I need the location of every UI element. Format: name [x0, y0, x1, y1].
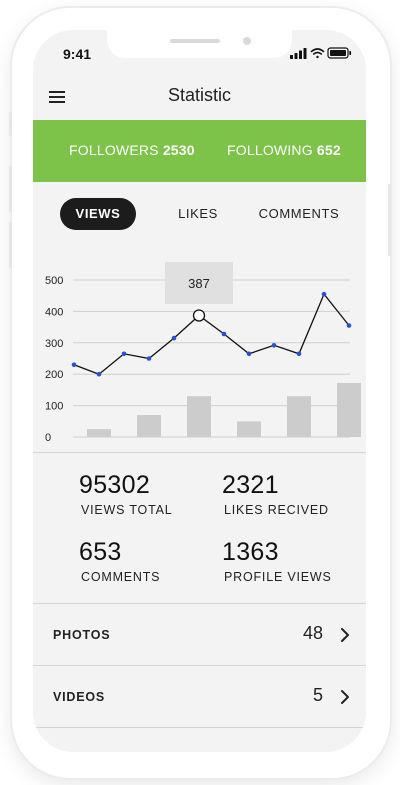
y-tick-label: 200: [45, 369, 63, 381]
data-point: [296, 351, 302, 357]
bar: [187, 396, 211, 437]
following-label: FOLLOWING: [227, 142, 313, 158]
photos-count: 48: [302, 623, 323, 643]
hamburger-menu-icon[interactable]: [49, 91, 65, 103]
data-point: [221, 331, 227, 337]
tooltip-box: [165, 262, 233, 304]
comments-label: COMMENTS: [81, 570, 161, 584]
bar: [137, 415, 161, 437]
signal-icon: [290, 48, 307, 59]
highlight-point: [192, 309, 206, 322]
status-bar: 9:41: [33, 30, 366, 76]
views-chart-svg: 01002003004005002/182/202/222/242/262/28…: [45, 262, 361, 444]
followers-stat[interactable]: FOLLOWERS 2530: [69, 142, 195, 158]
comments-value: 653: [79, 538, 122, 566]
tab-likes[interactable]: LIKES: [178, 206, 218, 221]
followers-count: 2530: [162, 142, 195, 158]
bar: [337, 382, 361, 437]
list-item-photos[interactable]: PHOTOS 48: [33, 604, 366, 666]
wifi-icon: [310, 48, 325, 59]
y-tick-label: 100: [45, 401, 63, 413]
power-button: [388, 184, 391, 256]
battery-icon: [327, 47, 352, 59]
divider: [33, 727, 366, 728]
data-point: [271, 343, 277, 348]
page-title: Statistic: [167, 85, 232, 105]
profile-views-label: PROFILE VIEWS: [224, 570, 332, 584]
tooltip-value: 387: [188, 276, 210, 291]
following-stat[interactable]: FOLLOWING 652: [227, 142, 341, 158]
data-point: [96, 371, 102, 377]
nav-bar: Statistic: [33, 76, 366, 120]
notch: [107, 30, 292, 58]
photos-label: PHOTOS: [53, 628, 111, 642]
metric-tabs: VIEWS LIKES COMMENTS: [33, 198, 366, 230]
data-point: [346, 323, 352, 328]
views-total-value: 95302: [79, 471, 151, 499]
videos-label: VIDEOS: [53, 690, 106, 704]
y-tick-label: 500: [45, 275, 63, 287]
divider: [33, 603, 366, 604]
y-tick-label: 0: [45, 432, 51, 444]
chevron-right-icon: [341, 690, 349, 704]
tab-comments[interactable]: COMMENTS: [258, 206, 340, 221]
data-point: [121, 351, 127, 357]
tab-views[interactable]: VIEWS: [60, 198, 136, 230]
data-point: [146, 356, 152, 361]
data-point: [171, 335, 177, 341]
y-tick-label: 300: [45, 338, 63, 350]
following-count: 652: [316, 142, 341, 158]
chevron-right-icon: [341, 628, 349, 642]
mute-switch: [9, 112, 12, 136]
follow-summary-band: FOLLOWERS 2530 FOLLOWING 652: [33, 120, 366, 182]
divider: [33, 665, 366, 666]
divider: [33, 452, 366, 453]
phone-screen: 9:41: [33, 30, 366, 752]
front-camera: [243, 37, 251, 45]
data-point: [71, 362, 77, 368]
bar: [87, 429, 111, 437]
speaker: [170, 39, 220, 43]
y-tick-label: 400: [45, 306, 63, 318]
status-time: 9:41: [63, 46, 92, 62]
followers-label: FOLLOWERS: [69, 142, 159, 158]
videos-count: 5: [312, 685, 323, 705]
views-chart: 01002003004005002/182/202/222/242/262/28…: [33, 230, 366, 450]
volume-up-button: [9, 166, 12, 212]
bar: [287, 396, 311, 437]
likes-received-label: LIKES RECIVED: [224, 503, 329, 517]
bar: [237, 421, 261, 437]
volume-down-button: [9, 222, 12, 268]
likes-received-value: 2321: [222, 471, 279, 499]
status-icons: [290, 46, 352, 60]
profile-views-value: 1363: [222, 538, 279, 566]
list-item-videos[interactable]: VIDEOS 5: [33, 666, 366, 728]
data-point: [321, 291, 327, 297]
views-total-label: VIEWS TOTAL: [81, 503, 173, 517]
data-point: [246, 351, 252, 357]
series-line: [73, 292, 350, 375]
